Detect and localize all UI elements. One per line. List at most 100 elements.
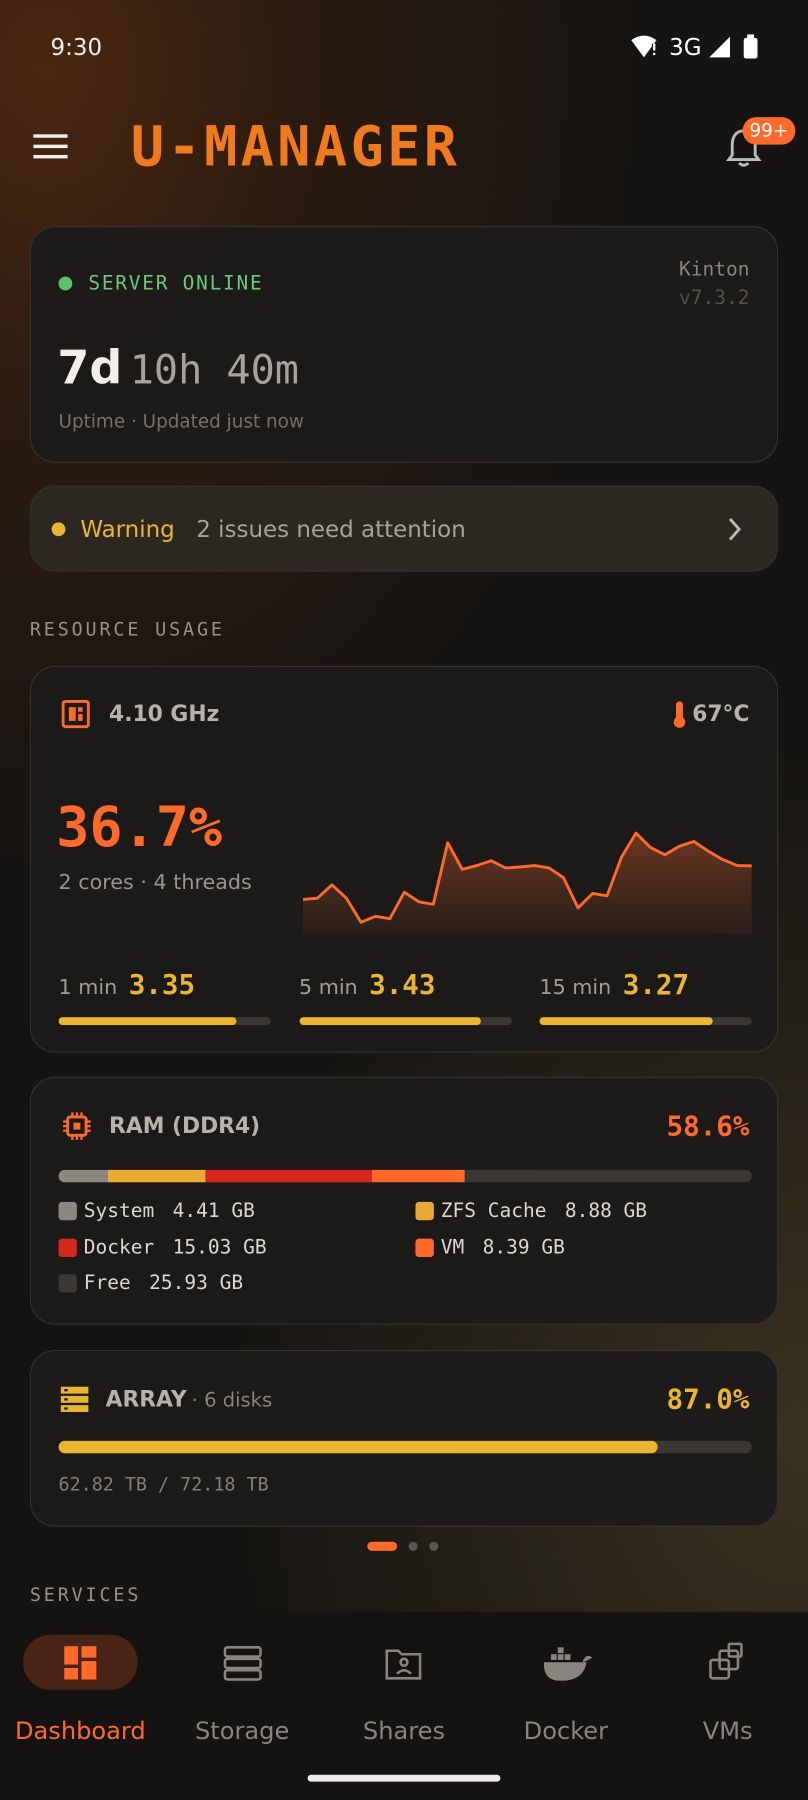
- array-disks: · 6 disks: [191, 1389, 273, 1412]
- legend-name: Free: [83, 1271, 131, 1295]
- cpu-specs: 2 cores · 4 threads: [59, 871, 252, 895]
- legend-item: System 4.41 GB: [58, 1199, 255, 1223]
- bottom-navigation: Dashboard Storage Shares Docker VMs: [0, 1611, 808, 1800]
- ram-segment: [58, 1169, 108, 1183]
- load-bar: [58, 1017, 237, 1026]
- server-name: Kinton: [678, 258, 750, 282]
- chevron: [728, 517, 742, 541]
- server-status: SERVER ONLINE: [88, 272, 264, 296]
- load-track: [298, 1017, 512, 1026]
- section-title: RESOURCE USAGE: [29, 618, 225, 640]
- cpu-history-chart: [303, 831, 752, 935]
- legend-name: System: [83, 1199, 155, 1223]
- cpu-frequency: 4.10 GHz: [109, 701, 220, 727]
- array-usage: 87.0%: [666, 1383, 750, 1416]
- legend-size: 15.03 GB: [172, 1235, 267, 1259]
- cores: 2: [58, 870, 72, 895]
- ram-segment: [107, 1169, 206, 1183]
- legend-item: Free 25.93 GB: [58, 1271, 244, 1295]
- legend-swatch: [58, 1201, 77, 1221]
- nav-item[interactable]: Storage: [195, 1717, 290, 1745]
- legend-item: ZFS Cache 8.88 GB: [415, 1200, 647, 1223]
- page-indicator-active[interactable]: [367, 1541, 398, 1551]
- ram-segment: [464, 1169, 752, 1183]
- array-track: [58, 1440, 752, 1454]
- array-bar: [58, 1440, 658, 1454]
- alert-dot: [51, 522, 66, 537]
- alert-message: 2 issues need attention: [196, 515, 466, 543]
- ram-card: RAM (DDR4) 58.6% System 4.41 GB ZFS Cache 8…: [29, 1076, 779, 1325]
- notification-badge: 99+: [742, 117, 796, 145]
- legend-size: 8.88 GB: [564, 1199, 648, 1223]
- nav-item[interactable]: Dashboard: [14, 1717, 146, 1745]
- cpu-card: 4.10 GHz 67°C 36.7% 2 cores · 4 threads …: [29, 665, 779, 1053]
- uptime-rest: 10h 40m: [129, 347, 300, 394]
- legend-name: VM: [440, 1235, 465, 1259]
- cpu-icon: [61, 699, 90, 729]
- status-time: 9:30: [50, 33, 103, 61]
- ram-bar: [58, 1169, 752, 1183]
- app-title: U-MANAGER: [130, 114, 461, 180]
- home-indicator: [307, 1774, 501, 1782]
- array-icon: [60, 1386, 89, 1412]
- uptime-caption: Uptime · Updated just now: [58, 410, 304, 433]
- ram-title: RAM (DDR4): [109, 1113, 261, 1139]
- load-average: 15 min 3.27: [539, 969, 689, 1001]
- separator: ·: [140, 870, 147, 895]
- load-value: 3.35: [128, 968, 196, 1002]
- nav-active-pill: [22, 1634, 138, 1690]
- load-label: 15 min: [539, 975, 612, 1000]
- threads-unit: threads: [173, 870, 252, 895]
- cpu-history-line: [303, 831, 752, 924]
- load-value: 3.43: [369, 968, 436, 1002]
- menu-button[interactable]: [33, 133, 68, 161]
- load-track: [539, 1017, 752, 1026]
- legend-swatch: [415, 1238, 434, 1257]
- array-card: ARRAY · 6 disks 87.0% 62.82 TB / 72.18 T…: [29, 1350, 779, 1527]
- cpu-history-area: [303, 833, 752, 935]
- load-bar: [539, 1017, 714, 1026]
- legend-size: 8.39 GB: [482, 1235, 565, 1259]
- legend-item: Docker 15.03 GB: [58, 1235, 267, 1259]
- ram-icon: [63, 1112, 91, 1140]
- cpu-usage: 36.7%: [56, 795, 223, 860]
- temperature-icon: [673, 701, 686, 728]
- cores-unit: cores: [78, 870, 134, 895]
- legend-swatch: [58, 1238, 77, 1257]
- threads: 4: [153, 870, 167, 895]
- section-title: SERVICES: [29, 1583, 142, 1606]
- legend-size: 25.93 GB: [149, 1271, 244, 1295]
- nav-item[interactable]: Shares: [362, 1717, 446, 1745]
- uptime-days: 7d: [57, 342, 123, 395]
- legend-name: Docker: [83, 1235, 155, 1259]
- load-bar: [298, 1017, 482, 1026]
- page-indicator[interactable]: [429, 1541, 439, 1551]
- alert-level: Warning: [80, 515, 175, 543]
- ram-segment: [371, 1169, 465, 1183]
- legend-swatch: [58, 1274, 77, 1293]
- legend-item: VM 8.39 GB: [415, 1235, 565, 1259]
- page-indicator[interactable]: [408, 1541, 418, 1551]
- server-card: SERVER ONLINE Kinton v7.3.2 7d 10h 40m U…: [29, 226, 779, 463]
- ram-segment: [205, 1169, 372, 1183]
- cpu-temperature: 67°C: [692, 701, 750, 727]
- legend-size: 4.41 GB: [172, 1199, 255, 1223]
- alert-banner[interactable]: Warning 2 issues need attention: [29, 485, 779, 572]
- ram-usage: 58.6%: [666, 1110, 750, 1143]
- load-label: 5 min: [298, 975, 358, 1000]
- status-network: 3G: [669, 33, 702, 61]
- status-dot: [58, 276, 73, 291]
- nav-item[interactable]: Docker: [523, 1717, 609, 1745]
- status-icons: [631, 34, 758, 59]
- array-capacity: 62.82 TB / 72.18 TB: [58, 1473, 269, 1496]
- nav-item[interactable]: VMs: [702, 1717, 753, 1745]
- load-label: 1 min: [58, 975, 118, 1000]
- load-track: [58, 1017, 271, 1026]
- load-average: 1 min 3.35: [59, 969, 195, 1001]
- array-title: ARRAY: [105, 1386, 187, 1412]
- legend-name: ZFS Cache: [440, 1199, 547, 1223]
- nav-icons: [64, 1642, 743, 1681]
- legend-swatch: [415, 1201, 434, 1221]
